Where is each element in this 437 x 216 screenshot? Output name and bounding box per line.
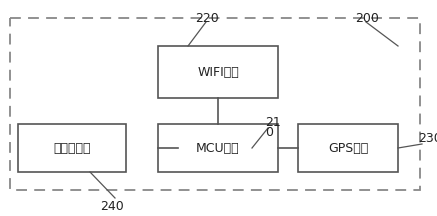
Text: 230: 230 [418, 132, 437, 145]
Bar [18, 124, 126, 172]
Bar [298, 124, 398, 172]
Text: 21: 21 [265, 116, 281, 129]
Text: 220: 220 [195, 12, 219, 25]
Text: 200: 200 [355, 12, 379, 25]
Text: 240: 240 [100, 200, 124, 213]
Text: WIFI模块: WIFI模块 [197, 65, 239, 78]
Text: MCU芯片: MCU芯片 [196, 141, 240, 154]
Text: 0: 0 [265, 126, 273, 139]
Text: 高频接收机: 高频接收机 [53, 141, 91, 154]
Bar [158, 124, 278, 172]
Bar [158, 46, 278, 98]
Bar [10, 18, 420, 190]
Text: GPS模块: GPS模块 [328, 141, 368, 154]
